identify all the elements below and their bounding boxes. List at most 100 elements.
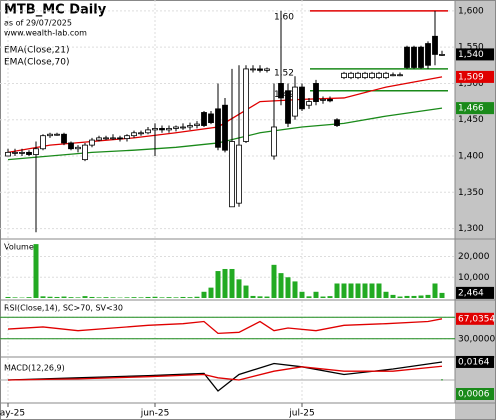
legend-entry: EMA(Close,70) bbox=[4, 58, 69, 68]
last-value: 2,464 bbox=[458, 288, 484, 298]
volume-bar bbox=[341, 283, 347, 298]
candle-body bbox=[159, 128, 165, 131]
y-tick-label: 1,300 bbox=[458, 224, 484, 234]
y-tick-label: 1,600 bbox=[458, 6, 484, 16]
macd-line bbox=[7, 365, 443, 381]
x-tick-label: jul-25 bbox=[288, 409, 314, 419]
volume-bar bbox=[145, 296, 151, 298]
candle-body bbox=[278, 83, 284, 99]
series-last: 0,0164 bbox=[458, 357, 490, 367]
volume-bar bbox=[180, 296, 186, 298]
series-last: 1,466 bbox=[458, 104, 484, 114]
candle-body bbox=[355, 72, 361, 79]
candle-body bbox=[26, 151, 32, 155]
candle-body bbox=[145, 129, 151, 134]
candle-body bbox=[397, 74, 403, 77]
candle-body bbox=[306, 101, 312, 106]
candle-body bbox=[425, 43, 431, 66]
legend-entry: EMA(Close,21) bbox=[4, 46, 69, 56]
volume-bar bbox=[208, 287, 214, 298]
series-last-box bbox=[456, 355, 494, 368]
candle-body bbox=[439, 54, 445, 56]
level-label: 1,49 bbox=[274, 90, 294, 100]
candle-body bbox=[418, 46, 424, 68]
series-last-box bbox=[456, 70, 494, 83]
panel-title: MACD(12,26,9) bbox=[4, 364, 65, 373]
volume-bar bbox=[278, 273, 284, 298]
volume-bar bbox=[82, 296, 88, 298]
volume-bar bbox=[348, 283, 354, 298]
volume-bar bbox=[152, 296, 158, 298]
candle-body bbox=[12, 151, 18, 154]
volume-bar bbox=[12, 297, 18, 298]
candle-body bbox=[138, 132, 144, 135]
candle-body bbox=[110, 137, 116, 140]
volume-bar bbox=[61, 296, 67, 298]
volume-bar bbox=[243, 285, 249, 298]
x-tick-label: may-25 bbox=[0, 409, 25, 419]
axis-strip bbox=[455, 0, 496, 420]
volume-bar bbox=[222, 268, 228, 298]
candle-body bbox=[285, 90, 291, 124]
volume-bar bbox=[383, 291, 389, 298]
volume-bar bbox=[187, 297, 193, 298]
y-tick-label: 1,400 bbox=[458, 152, 484, 162]
last-value: 1,540 bbox=[458, 50, 484, 60]
volume-bar bbox=[166, 297, 172, 298]
candle-body bbox=[19, 151, 25, 154]
watermark: www.wealth-lab.com bbox=[4, 29, 87, 38]
y-tick-label: 20,000 bbox=[458, 252, 490, 262]
histogram-last: 0,0006 bbox=[458, 390, 490, 400]
y-tick-label: 1,500 bbox=[458, 79, 484, 89]
candle-body bbox=[33, 148, 39, 155]
volume-bar bbox=[124, 297, 130, 298]
volume-bar bbox=[418, 295, 424, 298]
volume-bar bbox=[411, 295, 417, 298]
candle-body bbox=[152, 128, 158, 131]
volume-bar bbox=[376, 283, 382, 298]
volume-bar bbox=[313, 291, 319, 298]
histogram-last-box bbox=[456, 388, 494, 400]
level-label: 1,52 bbox=[274, 68, 294, 78]
candle-body bbox=[243, 68, 249, 142]
candle-body bbox=[299, 86, 305, 110]
volume-bar bbox=[194, 296, 200, 298]
volume-bar bbox=[131, 297, 137, 298]
volume-bar bbox=[432, 283, 438, 298]
level-label: 1,60 bbox=[274, 12, 294, 22]
candle-body bbox=[222, 104, 228, 151]
y-tick-label: 1,350 bbox=[458, 188, 484, 198]
volume-bar bbox=[271, 264, 277, 298]
volume-bar bbox=[299, 291, 305, 298]
volume-bar bbox=[110, 297, 116, 298]
volume-bar bbox=[75, 297, 81, 298]
volume-bar bbox=[103, 297, 109, 298]
volume-bar bbox=[159, 297, 165, 298]
candle-body bbox=[47, 133, 53, 137]
candle-body bbox=[5, 151, 11, 157]
candle-body bbox=[187, 125, 193, 128]
candle-body bbox=[411, 46, 417, 68]
volume-bar bbox=[327, 296, 333, 298]
volume-bar bbox=[425, 294, 431, 298]
last-value-box bbox=[456, 286, 494, 299]
series-last: 67,0354 bbox=[458, 314, 495, 324]
candle-body bbox=[376, 72, 382, 79]
volume-bar bbox=[390, 294, 396, 298]
volume-bar bbox=[285, 277, 291, 298]
candle-body bbox=[369, 72, 375, 79]
series-last-box bbox=[456, 102, 494, 115]
volume-bar bbox=[404, 295, 410, 298]
candle-body bbox=[327, 99, 333, 102]
volume-bar bbox=[355, 283, 361, 298]
volume-bar bbox=[306, 296, 312, 298]
rsi-line bbox=[7, 318, 443, 335]
candle-body bbox=[341, 72, 347, 79]
candle-body bbox=[271, 126, 277, 157]
candle-body bbox=[250, 68, 256, 71]
candle-body bbox=[320, 99, 326, 101]
volume-bar bbox=[439, 292, 445, 298]
candle-body bbox=[75, 146, 81, 150]
candle-body bbox=[89, 139, 95, 146]
